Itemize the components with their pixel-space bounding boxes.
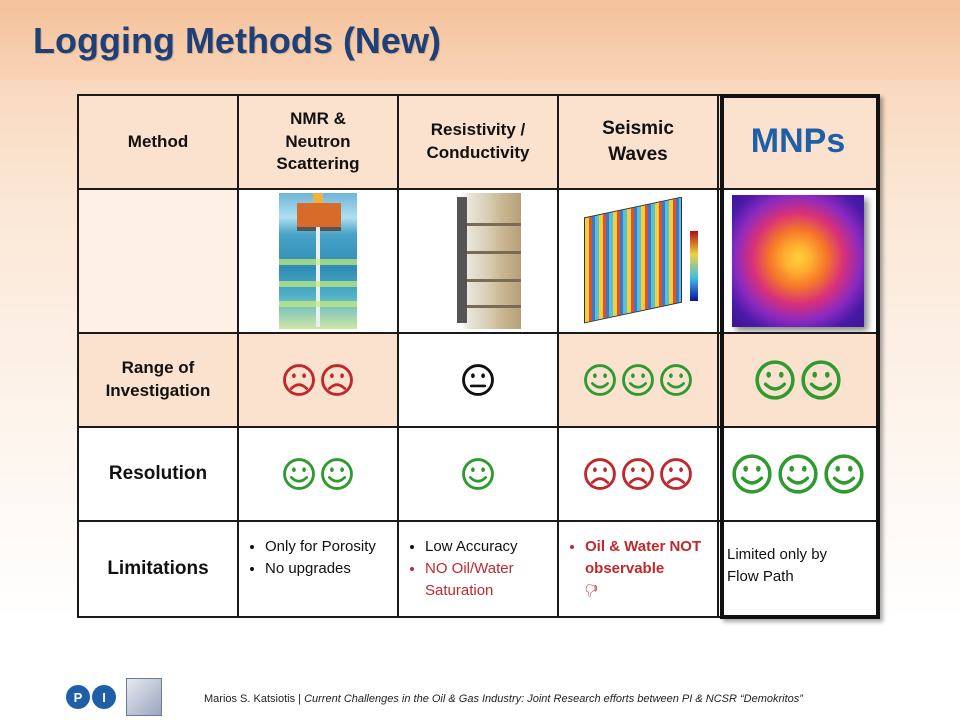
happy-face-icon <box>801 360 841 400</box>
happy-face-icon <box>732 454 772 494</box>
image-cell-mnps <box>717 188 879 334</box>
image-cell-seismic <box>557 188 719 334</box>
footer: P I Marios S. Katsiotis | Current Challe… <box>0 672 960 720</box>
happy-face-icon <box>283 458 315 490</box>
header-method-label: Method <box>127 131 189 151</box>
happy-face-icon <box>778 454 818 494</box>
title-band <box>0 0 960 80</box>
nanoparticle-image <box>732 195 864 327</box>
sad-face-icon <box>584 458 616 490</box>
happy-face-icon <box>755 360 795 400</box>
resolution-resistivity-rating <box>461 457 495 491</box>
header-resistivity-line2: Conductivity <box>426 143 530 162</box>
limitations-seismic: Oil & Water NOT observable 🖓 <box>557 520 719 618</box>
sad-face-icon <box>321 364 353 396</box>
footer-author: Marios S. Katsiotis <box>204 693 296 705</box>
image-cell-resistivity <box>397 188 559 334</box>
footer-separator: | <box>298 693 302 705</box>
image-cell-nmr <box>237 188 399 334</box>
offshore-rig-image <box>279 193 357 329</box>
borehole-tool-image <box>435 193 521 329</box>
range-mnps-rating <box>754 359 842 401</box>
limitation-item: NO Oil/Water Saturation <box>425 558 551 602</box>
thumbs-down-icon: 🖓 <box>585 583 598 599</box>
row-label-resolution: Resolution <box>77 426 239 522</box>
limitations-mnps: Limited only by Flow Path <box>717 520 879 618</box>
header-mnps-label: MNPs <box>750 122 846 161</box>
image-row-label <box>77 188 239 334</box>
limitations-nmr: Only for Porosity No upgrades <box>237 520 399 618</box>
header-nmr-line1: NMR & <box>290 108 346 128</box>
sad-face-icon <box>622 458 654 490</box>
limitations-resistivity: Low Accuracy NO Oil/Water Saturation <box>397 520 559 618</box>
pi-logo-p: P <box>66 685 90 709</box>
happy-face-icon <box>622 364 654 396</box>
row-label-range: Range of Investigation <box>77 332 239 428</box>
neutral-face-icon <box>462 364 494 396</box>
row-label-resolution-text: Resolution <box>108 463 208 485</box>
resolution-nmr <box>237 426 399 522</box>
happy-face-icon <box>660 364 692 396</box>
sad-face-icon <box>660 458 692 490</box>
ncsr-logo <box>126 678 162 716</box>
footer-talk-title: Current Challenges in the Oil & Gas Indu… <box>304 693 803 705</box>
header-method: Method <box>77 94 239 190</box>
range-resistivity <box>397 332 559 428</box>
footer-credit: Marios S. Katsiotis | Current Challenges… <box>204 693 803 705</box>
sad-face-icon <box>283 364 315 396</box>
row-label-limitations: Limitations <box>77 520 239 618</box>
row-label-range-line2: Investigation <box>105 381 211 400</box>
resolution-seismic <box>557 426 719 522</box>
range-seismic-rating <box>583 363 693 397</box>
header-seismic: Seismic Waves <box>557 94 719 190</box>
limitation-item: Only for Porosity <box>265 536 376 558</box>
header-seismic-line1: Seismic <box>602 118 674 140</box>
range-resistivity-rating <box>461 363 495 397</box>
slide-title: Logging Methods (New) <box>33 20 441 61</box>
range-nmr-rating <box>282 363 354 397</box>
header-resistivity: Resistivity / Conductivity <box>397 94 559 190</box>
range-mnps <box>717 332 879 428</box>
limitation-text: Oil & Water NOT observable <box>585 538 702 577</box>
header-nmr-line3: Scattering <box>276 154 360 174</box>
happy-face-icon <box>824 454 864 494</box>
header-nmr: NMR & Neutron Scattering <box>237 94 399 190</box>
resolution-mnps-rating <box>731 453 865 495</box>
resolution-mnps <box>717 426 879 522</box>
resolution-resistivity <box>397 426 559 522</box>
range-nmr <box>237 332 399 428</box>
resolution-seismic-rating <box>583 457 693 491</box>
header-resistivity-line1: Resistivity / <box>430 120 526 140</box>
happy-face-icon <box>462 458 494 490</box>
header-seismic-line2: Waves <box>608 144 668 165</box>
limitation-item: No upgrades <box>265 558 376 580</box>
row-label-range-line1: Range of <box>121 358 195 378</box>
limitation-item: Oil & Water NOT observable 🖓 <box>585 536 711 601</box>
seismic-volume-image <box>570 197 706 325</box>
limitation-mnps-line1: Limited only by <box>727 546 828 563</box>
row-label-limitations-text: Limitations <box>107 558 209 580</box>
limitation-mnps-line2: Flow Path <box>727 567 794 585</box>
header-nmr-line2: Neutron <box>285 131 351 151</box>
limitation-item: Low Accuracy <box>425 536 551 558</box>
pi-logo: P I <box>66 685 116 711</box>
range-seismic <box>557 332 719 428</box>
header-mnps: MNPs <box>717 94 879 190</box>
happy-face-icon <box>584 364 616 396</box>
resolution-nmr-rating <box>282 457 354 491</box>
happy-face-icon <box>321 458 353 490</box>
pi-logo-i: I <box>92 685 116 709</box>
